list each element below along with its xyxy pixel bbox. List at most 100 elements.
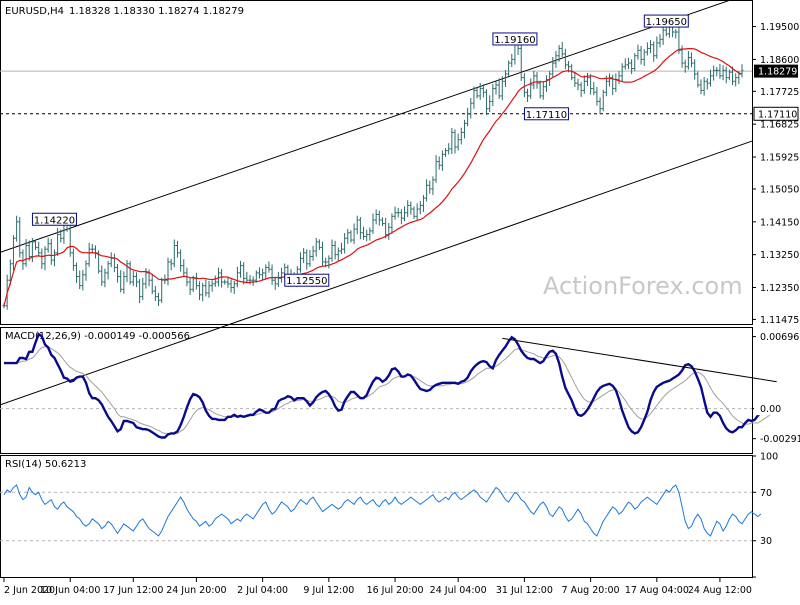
- symbol-header: EURUSD,H4 1.18328 1.18330 1.18274 1.18279: [5, 6, 244, 17]
- annotation-box: [284, 273, 330, 287]
- price-bar: [623, 58, 627, 70]
- price-bar: [362, 226, 366, 240]
- price-bar: [182, 259, 186, 276]
- price-bar: [582, 75, 586, 94]
- price-bar: [141, 277, 145, 301]
- rsi-line: [3, 484, 762, 537]
- price-bar: [27, 240, 31, 261]
- price-bar: [705, 78, 709, 90]
- x-tick-label: 24 Jul 04:00: [430, 585, 487, 596]
- price-bar: [585, 72, 589, 87]
- price-bar: [11, 235, 15, 271]
- price-bar: [213, 275, 217, 287]
- price-bar: [18, 217, 22, 258]
- price-bar: [526, 88, 530, 102]
- price-bar: [674, 29, 678, 39]
- macd-plot: [0, 332, 777, 439]
- price-bar: [475, 87, 479, 99]
- price-bar: [576, 78, 580, 91]
- price-bar: [664, 27, 668, 37]
- price-bar: [538, 80, 542, 99]
- price-bar: [153, 285, 157, 301]
- price-bar: [425, 179, 429, 202]
- y-tick-label: 100: [760, 452, 778, 463]
- macd-current-box: [754, 402, 798, 416]
- price-bar: [611, 74, 615, 96]
- macd-current-label: 0.00: [760, 404, 781, 415]
- price-bar: [497, 78, 501, 99]
- y-tick-label: 1.14150: [760, 217, 799, 228]
- price-bar: [686, 51, 690, 70]
- price-bar: [731, 66, 735, 86]
- annotation-label: 1.12550: [286, 276, 327, 287]
- price-bar: [409, 201, 413, 215]
- current-price-box: [754, 64, 798, 78]
- annotation-label: 1.17110: [526, 110, 567, 121]
- price-bar: [166, 257, 170, 286]
- price-bar: [257, 267, 261, 279]
- price-bar: [608, 73, 612, 87]
- price-bar: [437, 156, 441, 170]
- price-bar: [245, 271, 249, 284]
- ohlc-values: 1.18328 1.18330 1.18274 1.18279: [69, 6, 244, 17]
- price-bar: [122, 271, 126, 294]
- y-tick-label: 1.13250: [760, 250, 799, 261]
- price-annotation: 1.14220: [31, 212, 77, 226]
- price-bar: [415, 203, 419, 221]
- price-bar: [522, 72, 526, 97]
- price-annotation: 1.19650: [643, 14, 689, 28]
- price-bar: [604, 75, 608, 97]
- price-bar: [302, 248, 306, 264]
- y-tick-label: 1.15925: [760, 153, 799, 164]
- price-bar: [229, 279, 233, 293]
- symbol-label: EURUSD,H4: [5, 6, 64, 17]
- price-bar: [500, 76, 504, 101]
- price-bar: [87, 242, 91, 267]
- price-bar: [529, 78, 533, 99]
- price-bar: [532, 70, 536, 90]
- price-bar: [418, 201, 422, 215]
- price-bar: [336, 247, 340, 261]
- price-bar: [601, 89, 605, 112]
- price-bar: [450, 128, 454, 154]
- price-bar: [175, 240, 179, 258]
- price-bar: [103, 268, 107, 288]
- price-bar: [201, 282, 205, 302]
- price-bar: [469, 98, 473, 119]
- price-plot: 1.14220 1.12550 1.19160 1.17110 1.19650: [0, 0, 753, 406]
- price-bar: [317, 239, 321, 250]
- macd-pane-frame: [0, 327, 753, 454]
- price-bar: [626, 57, 630, 70]
- price-bar: [365, 229, 369, 242]
- y-tick-label: 1.19500: [760, 22, 799, 33]
- price-bar: [462, 119, 466, 139]
- price-bar: [34, 239, 38, 250]
- current-price-tag: 1.18279: [754, 64, 798, 78]
- price-bar: [223, 279, 227, 285]
- price-bar: [374, 209, 378, 225]
- price-bar: [630, 59, 634, 75]
- price-bar: [43, 246, 47, 271]
- price-bar: [239, 260, 243, 278]
- current-price-label: 1.18279: [758, 67, 797, 78]
- price-bar: [100, 265, 104, 286]
- price-bar: [314, 238, 318, 257]
- price-annotation: 1.12550: [284, 273, 330, 287]
- price-bar: [71, 248, 75, 271]
- price-bar: [696, 71, 700, 88]
- price-bar: [251, 276, 255, 286]
- x-tick-label: 16 Jul 20:00: [367, 585, 424, 596]
- price-bar: [368, 227, 372, 241]
- annotation-box: [492, 32, 538, 46]
- price-bar: [639, 45, 643, 65]
- price-bar: [150, 273, 154, 295]
- price-bar: [235, 266, 239, 288]
- price-bar: [75, 262, 79, 284]
- price-bar: [431, 176, 435, 196]
- y-tick-label: -0.002913: [760, 434, 800, 445]
- price-bar: [579, 81, 583, 97]
- price-bar: [267, 261, 271, 273]
- price-bar: [510, 53, 514, 67]
- price-bar: [210, 280, 214, 292]
- price-bar: [693, 59, 697, 80]
